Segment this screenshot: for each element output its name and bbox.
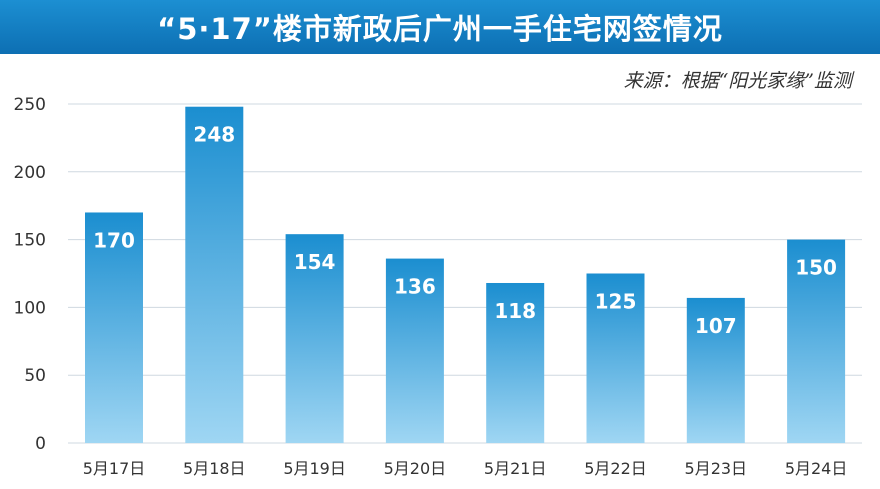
- bar: [787, 239, 846, 443]
- title-bar: “5·17”楼市新政后广州一手住宅网签情况: [0, 0, 880, 54]
- x-tick-label: 5月24日: [785, 459, 848, 478]
- data-label: 248: [193, 123, 235, 147]
- x-tick-label: 5月18日: [183, 459, 246, 478]
- chart-title: “5·17”楼市新政后广州一手住宅网签情况: [157, 12, 723, 46]
- x-tick-label: 5月19日: [283, 459, 346, 478]
- bar: [185, 106, 244, 443]
- x-tick-label: 5月21日: [484, 459, 547, 478]
- y-tick-label: 50: [24, 366, 46, 386]
- y-tick-label: 0: [35, 434, 46, 454]
- x-tick-label: 5月22日: [584, 459, 647, 478]
- source-note: 来源：根据“阳光家缘”监测: [623, 70, 852, 92]
- bar: [486, 282, 545, 443]
- y-tick-label: 100: [14, 298, 46, 318]
- bar-chart: 0 50 100 150 200 250 170 248 154 136 118 125 107 150…: [14, 95, 862, 478]
- bar: [385, 258, 444, 443]
- data-label: 154: [294, 250, 336, 274]
- data-label: 107: [695, 314, 737, 338]
- x-tick-label: 5月17日: [83, 459, 146, 478]
- bars: 170 248 154 136 118 125 107 150: [85, 106, 846, 443]
- bar: [586, 273, 645, 443]
- y-tick-label: 150: [14, 231, 46, 251]
- x-axis-ticks: 5月17日 5月18日 5月19日 5月20日 5月21日 5月22日 5月23日 5月24日: [83, 459, 848, 478]
- data-label: 136: [394, 275, 436, 299]
- data-label: 118: [494, 299, 536, 323]
- y-axis-ticks: 0 50 100 150 200 250: [14, 95, 46, 454]
- bar: [686, 297, 745, 443]
- data-label: 170: [93, 228, 135, 252]
- bar: [285, 234, 344, 443]
- data-label: 125: [595, 290, 637, 314]
- x-tick-label: 5月20日: [384, 459, 447, 478]
- data-label: 150: [795, 256, 837, 280]
- x-tick-label: 5月23日: [685, 459, 748, 478]
- bar: [85, 212, 143, 443]
- y-tick-label: 250: [14, 95, 46, 115]
- y-tick-label: 200: [14, 163, 46, 183]
